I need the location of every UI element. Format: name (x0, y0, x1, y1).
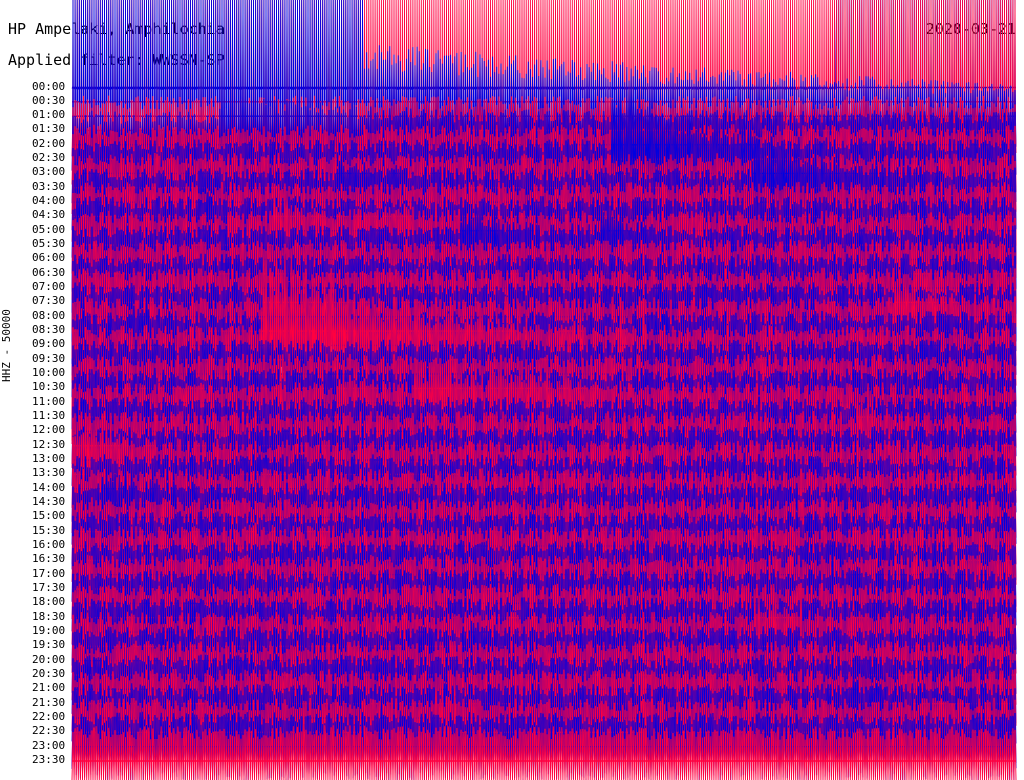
time-tick-0000: 00:00 (32, 79, 66, 93)
time-tick-2030: 20:30 (32, 667, 66, 681)
time-tick-1230: 12:30 (32, 437, 66, 451)
time-tick-2300: 23:00 (32, 738, 66, 752)
time-tick-2230: 22:30 (32, 724, 66, 738)
time-tick-1400: 14:00 (32, 480, 66, 494)
time-tick-0500: 05:00 (32, 222, 66, 236)
time-tick-0130: 01:30 (32, 122, 66, 136)
time-tick-1500: 15:00 (32, 509, 66, 523)
time-tick-0300: 03:00 (32, 165, 66, 179)
time-tick-1530: 15:30 (32, 523, 66, 537)
time-tick-1300: 13:00 (32, 452, 66, 466)
time-tick-1130: 11:30 (32, 409, 66, 423)
time-tick-1030: 10:30 (32, 380, 66, 394)
time-tick-0900: 09:00 (32, 337, 66, 351)
time-tick-0630: 06:30 (32, 265, 66, 279)
filter-label: Applied filter: WWSSN-SP (8, 51, 225, 69)
time-tick-0600: 06:00 (32, 251, 66, 265)
time-tick-1730: 17:30 (32, 581, 66, 595)
time-tick-1700: 17:00 (32, 566, 66, 580)
time-tick-1630: 16:30 (32, 552, 66, 566)
time-tick-0530: 05:30 (32, 237, 66, 251)
time-tick-0400: 04:00 (32, 194, 66, 208)
time-tick-0830: 08:30 (32, 323, 66, 337)
time-tick-1930: 19:30 (32, 638, 66, 652)
time-tick-1100: 11:00 (32, 394, 66, 408)
time-tick-0700: 07:00 (32, 280, 66, 294)
time-tick-0100: 01:00 (32, 108, 66, 122)
time-tick-2330: 23:30 (32, 753, 66, 766)
time-tick-0430: 04:30 (32, 208, 66, 222)
time-tick-1330: 13:30 (32, 466, 66, 480)
time-tick-0730: 07:30 (32, 294, 66, 308)
time-tick-2130: 21:30 (32, 695, 66, 709)
time-tick-0800: 08:00 (32, 308, 66, 322)
time-tick-1830: 18:30 (32, 609, 66, 623)
time-tick-0200: 02:00 (32, 136, 66, 150)
time-tick-1900: 19:00 (32, 624, 66, 638)
time-tick-0330: 03:30 (32, 179, 66, 193)
time-tick-1800: 18:00 (32, 595, 66, 609)
time-tick-2000: 20:00 (32, 652, 66, 666)
station-title: HP Ampelaki, Amphilochia (8, 20, 225, 38)
time-tick-2100: 21:00 (32, 681, 66, 695)
time-tick-1200: 12:00 (32, 423, 66, 437)
time-tick-0930: 09:30 (32, 351, 66, 365)
time-tick-0230: 02:30 (32, 151, 66, 165)
time-tick-1430: 14:30 (32, 495, 66, 509)
time-tick-0030: 00:30 (32, 93, 66, 107)
time-tick-1600: 16:00 (32, 538, 66, 552)
time-tick-2200: 22:00 (32, 710, 66, 724)
time-tick-1000: 10:00 (32, 366, 66, 380)
